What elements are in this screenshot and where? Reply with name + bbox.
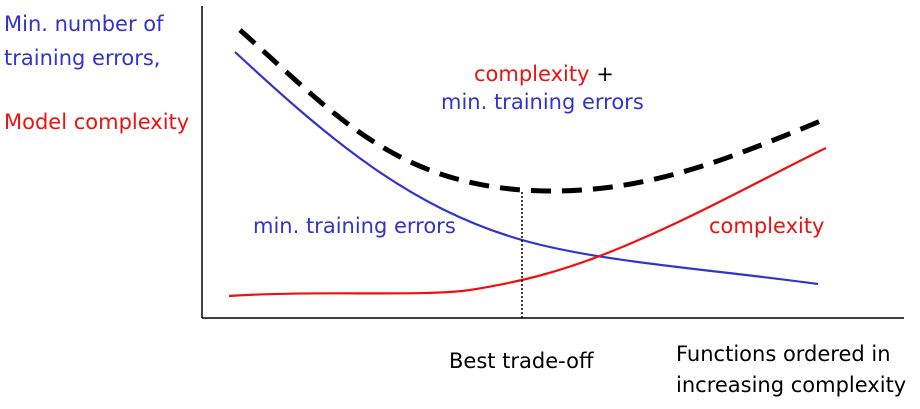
y-axis-label-line2: training errors, xyxy=(4,46,161,70)
training-errors-curve xyxy=(234,51,819,286)
complexity-curve xyxy=(228,147,827,298)
sum-curve xyxy=(238,28,829,194)
sum-annotation-plus: + xyxy=(596,62,614,86)
y-axis-label-line3: Model complexity xyxy=(4,110,190,134)
complexity-label: complexity xyxy=(709,214,825,238)
x-axis-label-line1: Functions ordered in xyxy=(676,342,891,366)
x-axis-label-line2: increasing complexity xyxy=(676,373,907,397)
y-axis-label-line1: Min. number of xyxy=(4,12,164,36)
sum-annotation-complexity: complexity xyxy=(474,62,590,86)
training-errors-label: min. training errors xyxy=(253,214,456,238)
sum-annotation-line2: min. training errors xyxy=(441,90,644,114)
sum-annotation-line1: complexity + xyxy=(474,64,614,85)
best-tradeoff-label: Best trade-off xyxy=(449,349,594,373)
